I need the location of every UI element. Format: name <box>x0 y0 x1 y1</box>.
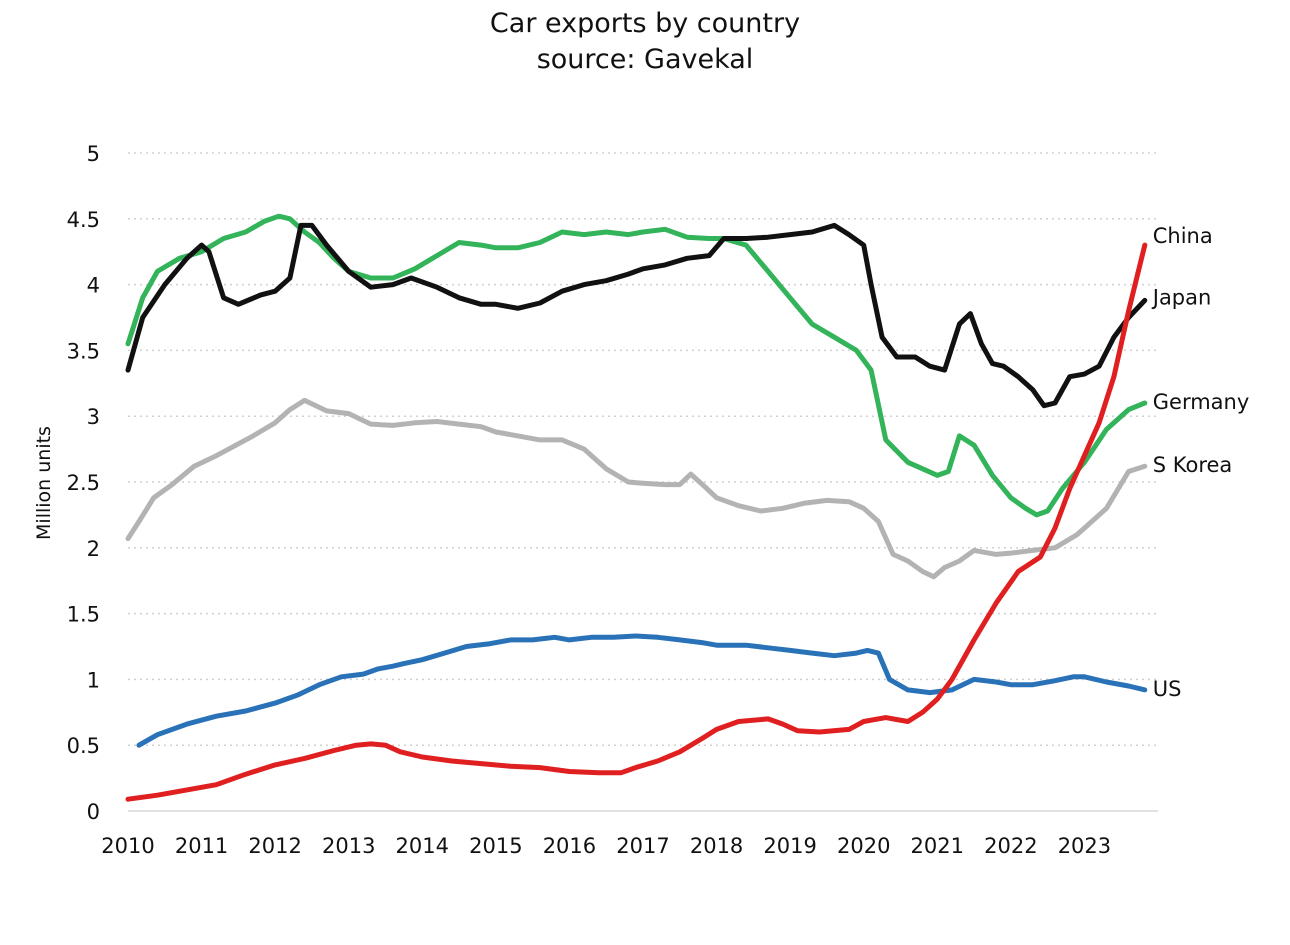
series-lines <box>125 213 1148 802</box>
y-axis-ticks: 0 0.5 1 1.5 2 2.5 3 3.5 4 4.5 5 <box>67 142 100 824</box>
y-tick-label: 0 <box>87 800 100 824</box>
y-tick-label: 3 <box>87 405 100 429</box>
series-label-s-korea: S Korea <box>1153 453 1233 477</box>
series-label-japan: Japan <box>1151 285 1212 309</box>
x-tick-label: 2017 <box>616 834 669 858</box>
series-line-s-korea <box>125 397 1148 580</box>
y-tick-label: 5 <box>87 142 100 166</box>
x-tick-label: 2019 <box>763 834 816 858</box>
series-label-germany: Germany <box>1153 390 1250 414</box>
x-tick-label: 2022 <box>984 834 1037 858</box>
y-tick-label: 2 <box>87 537 100 561</box>
x-tick-label: 2012 <box>248 834 301 858</box>
x-tick-label: 2010 <box>101 834 154 858</box>
series-line-japan <box>125 222 1148 409</box>
x-tick-label: 2015 <box>469 834 522 858</box>
x-tick-label: 2013 <box>322 834 375 858</box>
series-label-us: US <box>1153 677 1182 701</box>
series-label-china: China <box>1153 224 1213 248</box>
series-line-china <box>125 242 1148 802</box>
y-tick-label: 2.5 <box>67 471 100 495</box>
x-tick-label: 2014 <box>396 834 449 858</box>
y-tick-label: 4.5 <box>67 208 100 232</box>
y-tick-label: 1 <box>87 668 100 692</box>
chart-title: Car exports by country <box>489 8 801 39</box>
y-axis-label: Million units <box>33 426 55 540</box>
y-tick-label: 0.5 <box>67 734 100 758</box>
x-tick-label: 2021 <box>911 834 964 858</box>
chart-subtitle: source: Gavekal <box>536 44 754 75</box>
x-tick-label: 2011 <box>175 834 228 858</box>
y-tick-label: 1.5 <box>67 603 100 627</box>
series-line-germany <box>125 213 1148 518</box>
x-tick-label: 2018 <box>690 834 743 858</box>
series-line-us <box>136 633 1148 748</box>
x-tick-label: 2020 <box>837 834 890 858</box>
x-tick-label: 2023 <box>1058 834 1111 858</box>
y-tick-label: 3.5 <box>67 339 100 363</box>
x-tick-label: 2016 <box>543 834 596 858</box>
series-labels: S Korea US Germany Japan China <box>1151 224 1250 701</box>
x-axis-ticks: 2010 2011 2012 2013 2014 2015 2016 2017 2018 2019… <box>101 834 1111 858</box>
y-tick-label: 4 <box>87 274 100 298</box>
